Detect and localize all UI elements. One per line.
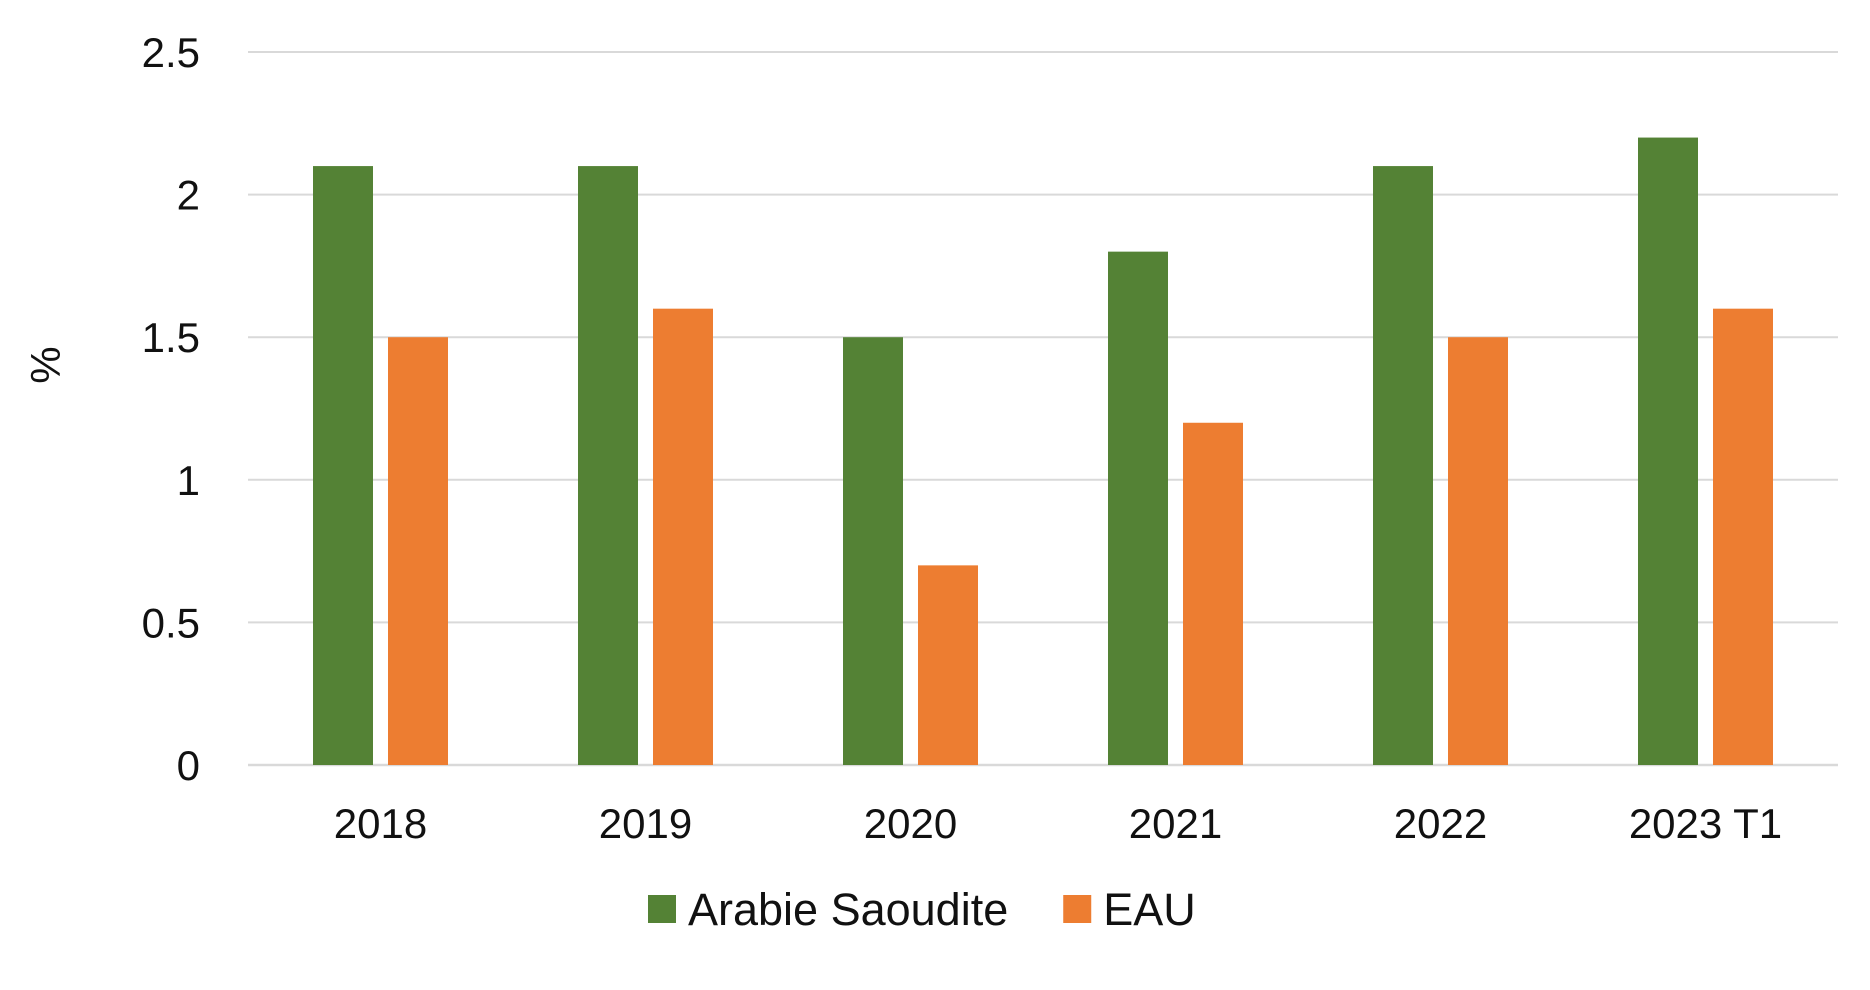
legend-swatch-eau: [1063, 895, 1092, 923]
bars: [313, 137, 1773, 765]
y-tick-label: 0.5: [142, 599, 200, 646]
bar-arabie-saoudite-2018: [313, 166, 373, 765]
x-tick-label: 2019: [599, 800, 692, 847]
gridlines: [248, 51, 1838, 767]
y-tick-label: 2: [177, 172, 200, 219]
y-tick-label: 2.5: [142, 29, 200, 76]
bar-eau-2020: [918, 565, 978, 765]
bar-eau-2023-t1: [1713, 308, 1773, 765]
bar-eau-2019: [653, 308, 713, 765]
y-axis-title: %: [22, 346, 69, 383]
bar-eau-2021: [1183, 422, 1243, 765]
y-tick-label: 1.5: [142, 314, 200, 361]
x-tick-label: 2020: [864, 800, 957, 847]
bar-arabie-saoudite-2020: [843, 337, 903, 765]
bar-arabie-saoudite-2023-t1: [1638, 137, 1698, 765]
bar-arabie-saoudite-2022: [1373, 166, 1433, 765]
x-tick-label: 2021: [1129, 800, 1222, 847]
legend-swatch-arabie-saoudite: [648, 895, 676, 923]
x-tick-label: 2018: [334, 800, 427, 847]
y-axis-ticks: 0 0.5 1 1.5 2 2.5: [142, 29, 200, 789]
bar-eau-2018: [388, 337, 448, 765]
bar-eau-2022: [1448, 337, 1508, 765]
x-tick-label: 2022: [1394, 800, 1487, 847]
y-tick-label: 1: [177, 457, 200, 504]
legend-label-eau: EAU: [1103, 884, 1196, 935]
x-axis-ticks: 2018 2019 2020 2021 2022 2023 T1: [334, 800, 1782, 847]
bar-arabie-saoudite-2019: [578, 166, 638, 765]
bar-arabie-saoudite-2021: [1108, 251, 1168, 765]
legend-label-arabie-saoudite: Arabie Saoudite: [688, 884, 1008, 935]
x-tick-label: 2023 T1: [1629, 800, 1782, 847]
y-tick-label: 0: [177, 742, 200, 789]
legend: Arabie Saoudite EAU: [648, 884, 1196, 935]
